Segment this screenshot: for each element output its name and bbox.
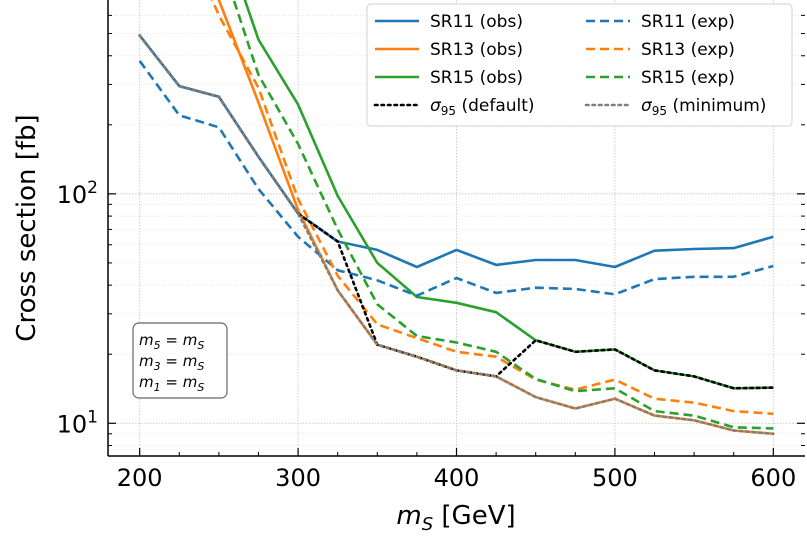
y-tick-label: 102 (57, 178, 98, 209)
x-tick-label: 300 (275, 464, 321, 492)
x-tick-label: 200 (117, 464, 163, 492)
note-line: m3 = mS (139, 352, 204, 373)
series-line (232, 0, 774, 430)
series-line (138, 60, 774, 298)
x-axis-label: mS [GeV] (396, 501, 515, 535)
x-tick-label: 600 (750, 464, 796, 492)
y-axis-label: Cross section [fb] (12, 114, 42, 341)
note-box (132, 322, 228, 399)
legend-label: SR13 (obs) (430, 40, 523, 60)
legend-label: SR11 (exp) (641, 12, 735, 32)
x-tick-label: 400 (434, 464, 480, 492)
legend-label: SR11 (obs) (430, 12, 523, 32)
legend-label: SR15 (exp) (641, 68, 735, 88)
legend-label: σ95 (minimum) (641, 96, 766, 118)
y-tick-label: 101 (57, 407, 98, 438)
series-line (138, 34, 775, 436)
legend: SR11 (obs) SR11 (exp) SR13 (obs) SR13 (exp)… (366, 3, 793, 127)
legend-label: SR15 (obs) (430, 68, 523, 88)
note-line: m5 = mS (139, 331, 204, 352)
legend-label: SR13 (exp) (641, 40, 735, 60)
series-lines (138, 0, 775, 436)
axes: 200 300 400 500 600 101 102 (57, 0, 805, 492)
note-line: m1 = mS (139, 373, 204, 394)
legend-box (366, 3, 793, 127)
x-tick-label: 500 (592, 464, 638, 492)
legend-label: σ95 (default) (430, 96, 535, 118)
